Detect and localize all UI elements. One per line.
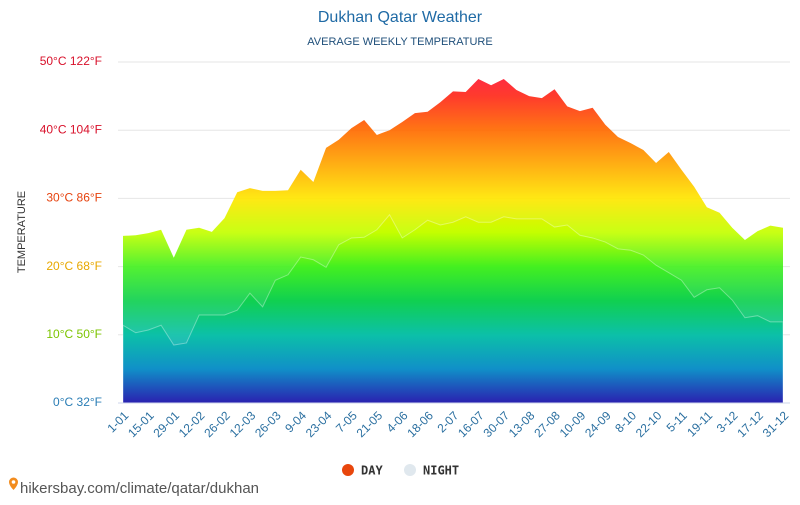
legend-item: DAY xyxy=(342,464,383,478)
chart-subtitle: AVERAGE WEEKLY TEMPERATURE xyxy=(307,36,492,48)
y-tick-label: 10°C 50°F xyxy=(46,327,102,341)
y-tick-label: 50°C 122°F xyxy=(40,54,102,68)
night-area xyxy=(122,213,784,404)
legend-swatch xyxy=(342,464,354,476)
x-tick-label: 13-08 xyxy=(506,408,538,440)
x-tick-label: 26-03 xyxy=(252,408,284,440)
x-tick-label: 17-12 xyxy=(734,408,766,440)
source: hikersbay.com/climate/qatar/dukhan xyxy=(9,477,259,497)
x-tick-label: 27-08 xyxy=(531,408,563,440)
y-axis-label: TEMPERATURE xyxy=(16,191,28,273)
x-tick-label: 26-02 xyxy=(201,408,233,440)
legend-label: NIGHT xyxy=(423,464,459,478)
x-tick-label: 21-05 xyxy=(354,408,386,440)
x-tick-label: 12-03 xyxy=(227,408,259,440)
x-tick-label: 16-07 xyxy=(455,408,487,440)
y-tick-label: 0°C 32°F xyxy=(53,395,102,409)
x-tick-label: 18-06 xyxy=(404,408,436,440)
x-tick-label: 29-01 xyxy=(151,408,183,440)
x-tick-label: 23-04 xyxy=(303,408,335,440)
y-tick-label: 30°C 86°F xyxy=(46,191,102,205)
x-tick-label: 12-02 xyxy=(176,408,208,440)
legend-swatch xyxy=(404,464,416,476)
x-tick-label: 15-01 xyxy=(125,408,157,440)
legend-item: NIGHT xyxy=(404,464,459,478)
x-tick-label: 22-10 xyxy=(633,408,665,440)
y-tick-label: 40°C 104°F xyxy=(40,122,102,136)
x-tick-label: 30-07 xyxy=(481,408,513,440)
source-text: hikersbay.com/climate/qatar/dukhan xyxy=(20,480,259,497)
x-tick-label: 19-11 xyxy=(684,408,715,439)
legend-label: DAY xyxy=(361,464,383,478)
pin-dot xyxy=(11,480,16,484)
x-tick-label: 31-12 xyxy=(760,408,792,440)
x-tick-label: 10-09 xyxy=(557,408,589,440)
x-tick-label: 24-09 xyxy=(582,408,614,440)
chart-title: Dukhan Qatar Weather xyxy=(318,9,483,26)
y-tick-label: 20°C 68°F xyxy=(46,259,102,273)
